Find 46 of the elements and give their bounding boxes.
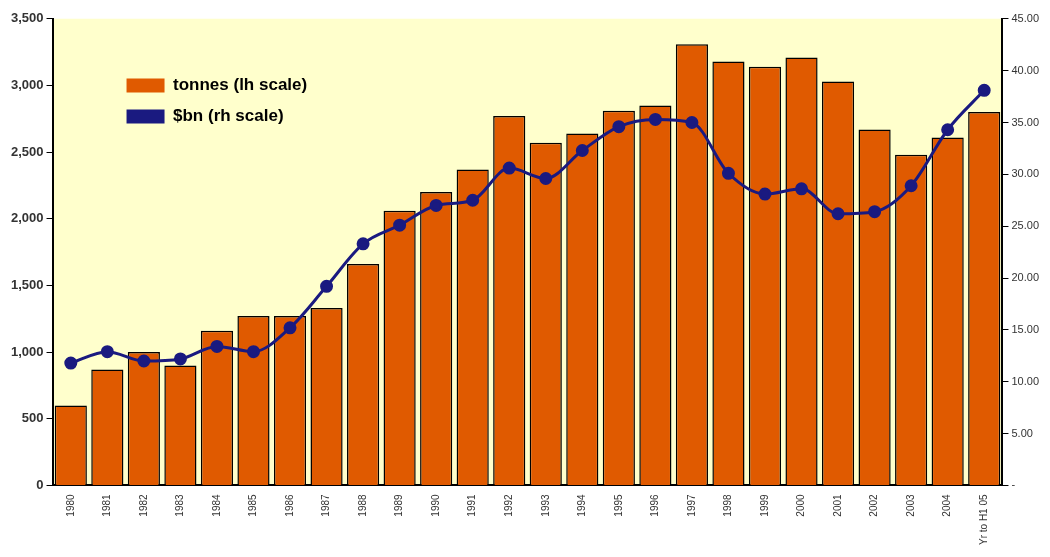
y2-tick-label: 25.00 [1011,219,1039,232]
x-tick-label: 2002 [868,493,880,517]
x-tick-label: 1986 [283,493,295,517]
y2-tick-label: 10.00 [1011,374,1039,387]
x-tick-label: 1985 [247,493,259,517]
x-tick-label: 1989 [393,493,405,517]
legend-label: tonnes (lh scale) [173,75,308,95]
x-tick-label: 1992 [502,493,514,517]
x-tick-label: 1994 [576,493,588,517]
x-tick-label: Yr to H1 05 [977,493,989,546]
legend-label: $bn (rh scale) [173,106,284,126]
y-tick-label: 2,500 [10,143,44,159]
x-tick-label: 2001 [831,493,843,517]
x-tick-label: 1984 [210,493,222,517]
x-tick-label: 1995 [612,493,624,517]
y2-tick-label: 40.00 [1011,63,1039,76]
y-tick-label: 500 [21,410,44,426]
x-tick-label: 1993 [539,493,551,517]
y-tick-label: 2,000 [10,210,44,226]
y2-tick-label: 30.00 [1011,167,1039,180]
x-tick-label: 1991 [466,493,478,517]
x-tick-label: 1990 [429,493,441,517]
x-tick-label: 1999 [758,493,770,517]
y2-tick-label: - [1011,478,1016,491]
y2-tick-label: 20.00 [1011,271,1039,284]
y2-tick-label: 45.00 [1011,11,1039,24]
x-tick-label: 2000 [795,493,807,517]
x-tick-label: 1988 [356,493,368,517]
x-tick-label: 1981 [101,493,113,517]
x-tick-label: 2004 [941,493,953,517]
y-tick-label: 3,500 [10,10,44,26]
y-tick-label: 1,500 [10,277,44,293]
x-tick-label: 1997 [685,493,697,517]
y-tick-label: 3,000 [10,77,44,93]
x-tick-label: 1987 [320,493,332,517]
y2-tick-label: 5.00 [1011,426,1033,439]
x-tick-label: 1996 [649,493,661,517]
x-tick-label: 1982 [137,493,149,517]
y2-tick-label: 35.00 [1011,115,1039,128]
x-tick-label: 2003 [904,493,916,517]
x-tick-label: 1983 [174,493,186,517]
y-tick-label: 0 [36,477,44,492]
x-tick-label: 1980 [64,493,76,517]
y-tick-label: 1,000 [10,343,44,359]
x-tick-label: 1998 [722,493,734,517]
y2-tick-label: 15.00 [1011,322,1039,335]
